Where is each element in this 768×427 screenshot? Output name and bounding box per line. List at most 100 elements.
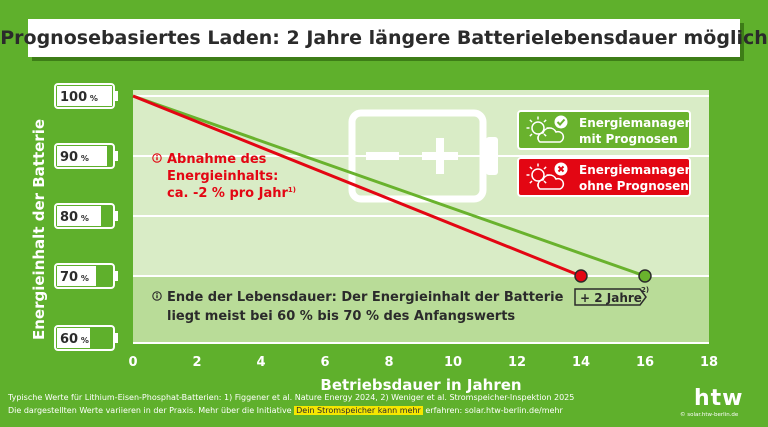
sun-ray (543, 119, 547, 123)
x-tick-label: 8 (384, 355, 393, 370)
battery-tick-cap (114, 333, 118, 343)
legend-label-line: ohne Prognosen (579, 179, 689, 193)
initiative-link[interactable]: Dein Stromspeicher kann mehr (294, 406, 423, 415)
gain-badge-arrow (574, 288, 647, 306)
info-icon-dot (156, 292, 158, 295)
battery-tick-cap (114, 91, 118, 101)
htw-logo: htw (694, 386, 744, 411)
y-tick-value: 90 (60, 150, 78, 165)
footnote-info-pre: Die dargestellten Werte variieren in der… (8, 406, 295, 415)
battery-watermark-cap (486, 137, 498, 175)
legend-label-line: Energiemanager (579, 116, 691, 130)
y-tick-battery-80: 80 % (54, 203, 118, 229)
y-tick-label: 60 % (60, 332, 89, 347)
y-tick-battery-100: 100 % (54, 83, 118, 109)
x-tick-label: 14 (572, 355, 590, 370)
y-tick-label: 90 % (60, 150, 89, 165)
footnote-info: Die dargestellten Werte variieren in der… (8, 406, 563, 415)
gain-footnote-ref: 2) (641, 286, 649, 294)
y-tick-value: 70 (60, 270, 78, 285)
y-tick-battery-90: 90 % (54, 143, 118, 169)
sun-ray (543, 166, 547, 170)
battery-tick-fill (57, 146, 107, 166)
battery-tick-fill (57, 266, 96, 286)
battery-tick-cap (114, 271, 118, 281)
y-tick-label: 100 % (60, 90, 98, 105)
battery-watermark-icon (348, 109, 498, 203)
battery-tick-cap (114, 211, 118, 221)
check-mark (556, 118, 566, 126)
end-of-life-annotation-line: Ende der Lebensdauer: Der Energieinhalt … (167, 290, 564, 305)
x-tick-label: 2 (192, 355, 201, 370)
info-icon-dot (156, 154, 158, 157)
battery-tick-fill (57, 86, 112, 106)
x-mark (557, 165, 565, 173)
y-tick-value: 80 (60, 210, 78, 225)
end-of-life-info-icon (152, 291, 162, 301)
sun-ray (529, 166, 533, 170)
sun-ray (543, 133, 547, 137)
legend-label-line: mit Prognosen (579, 132, 678, 146)
y-tick-value: 100 (60, 90, 87, 105)
htw-url: © solar.htw-berlin.de (680, 412, 739, 418)
end-of-life-annotation-line: liegt meist bei 60 % bis 70 % des Anfang… (167, 309, 515, 324)
decline-annotation-line: ca. -2 % pro Jahr1) (167, 186, 296, 201)
sun-check-icon (526, 115, 568, 143)
sun-ray (529, 180, 533, 184)
battery-tick-cap (114, 151, 118, 161)
sun-disc (531, 168, 545, 182)
y-tick-unit: % (78, 336, 89, 345)
info-icon-stem (156, 295, 158, 299)
sun-ray (529, 133, 533, 137)
x-tick-label: 10 (444, 355, 462, 370)
page-title: Prognosebasiertes Laden: 2 Jahre längere… (0, 27, 768, 49)
series-end-marker-1 (574, 269, 588, 283)
end-of-life-band (133, 276, 709, 343)
legend-with-forecast: Energiemanager mit Prognosen (517, 110, 691, 150)
footnote-sources: Typische Werte für Lithium-Eisen-Phospha… (8, 393, 575, 402)
battery-watermark-body (348, 109, 487, 203)
footnote-info-post: erfahren: solar.htw-berlin.de/mehr (422, 406, 563, 415)
sun-ray (543, 180, 547, 184)
x-tick-label: 4 (256, 355, 265, 370)
x-tick-label: 0 (128, 355, 137, 370)
y-axis-label: Energieinhalt der Batterie (30, 119, 48, 340)
info-icon-ring (152, 291, 162, 301)
decline-annotation-line: Abnahme des (167, 152, 267, 167)
cloud-shape (537, 127, 565, 143)
decline-footnote-ref: 1) (288, 186, 296, 194)
series-line-1 (132, 94, 582, 278)
y-tick-unit: % (78, 214, 89, 223)
sun-x-icon (526, 162, 568, 190)
battery-watermark-plus-v (436, 138, 444, 174)
legend-label-line: Energiemanager (579, 163, 691, 177)
battery-tick-fill (57, 206, 101, 226)
x-tick-label: 16 (636, 355, 654, 370)
series-line-0 (132, 94, 646, 278)
gain-badge-label: + 2 Jahre (580, 291, 642, 305)
decline-info-icon (152, 153, 162, 163)
y-tick-label: 70 % (60, 270, 89, 285)
cloud-shape (537, 174, 565, 190)
battery-watermark-minus (366, 152, 399, 160)
y-tick-label: 80 % (60, 210, 89, 225)
title-bar: Prognosebasiertes Laden: 2 Jahre längere… (0, 19, 768, 57)
x-axis-label: Betriebsdauer in Jahren (320, 376, 521, 394)
y-tick-unit: % (78, 154, 89, 163)
info-icon-ring (152, 153, 162, 163)
legend-without-forecast: Energiemanager ohne Prognosen (517, 157, 691, 197)
y-tick-value: 60 (60, 332, 78, 347)
info-icon-stem (156, 157, 158, 161)
sun-ray (529, 119, 533, 123)
y-tick-battery-70: 70 % (54, 263, 118, 289)
x-tick-label: 12 (508, 355, 526, 370)
battery-tick-fill (57, 328, 90, 348)
x-tick-label: 18 (700, 355, 718, 370)
decline-annotation-line: Energieinhalts: (167, 169, 278, 184)
y-tick-unit: % (87, 94, 98, 103)
y-tick-battery-60: 60 % (54, 325, 118, 351)
x-tick-label: 6 (320, 355, 329, 370)
series-end-marker-0 (638, 269, 652, 283)
